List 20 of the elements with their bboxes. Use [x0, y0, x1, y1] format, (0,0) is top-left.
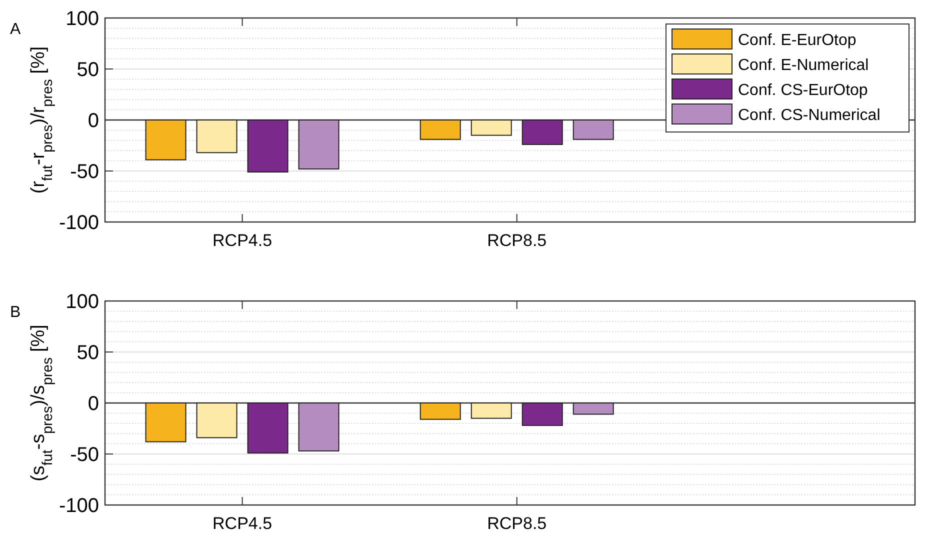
chart-title: B [10, 304, 21, 321]
x-tick-label: RCP8.5 [487, 231, 547, 250]
y-tick-label: 100 [66, 8, 99, 30]
x-tick-label: RCP4.5 [212, 231, 272, 250]
legend-label: Conf. E-EurOtop [738, 32, 856, 49]
legend-label: Conf. CS-Numerical [738, 107, 880, 124]
y-tick-label: 50 [76, 342, 99, 364]
y-tick-label: 50 [76, 59, 99, 81]
x-tick-label: RCP4.5 [212, 514, 272, 533]
legend-label: Conf. CS-EurOtop [738, 82, 868, 99]
x-tick-label: RCP8.5 [487, 514, 547, 533]
legend-label: Conf. E-Numerical [738, 57, 869, 74]
y-tick-label: 0 [88, 110, 99, 132]
y-tick-label: -50 [70, 161, 99, 183]
y-tick-label: -100 [58, 212, 99, 234]
chart-title: A [10, 21, 21, 38]
y-tick-label: -100 [58, 495, 99, 517]
y-tick-label: 100 [66, 291, 99, 313]
y-tick-label: 0 [88, 393, 99, 415]
y-tick-label: -50 [70, 444, 99, 466]
